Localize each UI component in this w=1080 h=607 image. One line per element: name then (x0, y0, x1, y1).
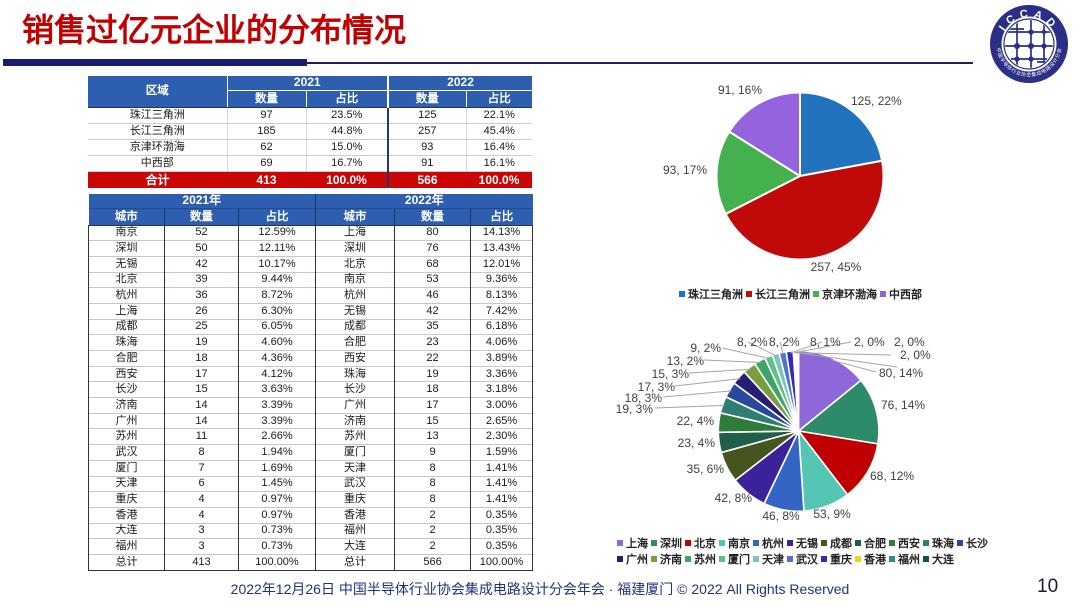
svg-text:8, 1%: 8, 1% (810, 335, 841, 349)
svg-text:80, 14%: 80, 14% (879, 366, 923, 380)
svg-text:8, 2%: 8, 2% (737, 335, 768, 349)
svg-text:17, 3%: 17, 3% (638, 380, 676, 394)
svg-text:8, 2%: 8, 2% (769, 335, 800, 349)
svg-text:13, 2%: 13, 2% (667, 354, 705, 368)
svg-text:18, 3%: 18, 3% (625, 391, 663, 405)
svg-text:2, 0%: 2, 0% (894, 335, 925, 349)
svg-text:19, 3%: 19, 3% (616, 402, 654, 416)
svg-text:53, 9%: 53, 9% (813, 507, 851, 521)
svg-text:93, 17%: 93, 17% (663, 163, 707, 177)
svg-text:15, 3%: 15, 3% (652, 367, 690, 381)
svg-text:257, 45%: 257, 45% (811, 260, 862, 274)
svg-text:22, 4%: 22, 4% (677, 414, 715, 428)
svg-text:2, 0%: 2, 0% (900, 348, 931, 362)
svg-text:91, 16%: 91, 16% (718, 83, 762, 97)
svg-text:9, 2%: 9, 2% (690, 341, 721, 355)
svg-text:2, 0%: 2, 0% (854, 335, 885, 349)
svg-text:23, 4%: 23, 4% (678, 436, 716, 450)
svg-text:35, 6%: 35, 6% (687, 462, 725, 476)
svg-text:42, 8%: 42, 8% (715, 491, 753, 505)
svg-text:46, 8%: 46, 8% (762, 509, 800, 523)
svg-text:68, 12%: 68, 12% (870, 469, 914, 483)
svg-text:125, 22%: 125, 22% (851, 94, 902, 108)
svg-text:76, 14%: 76, 14% (881, 398, 925, 412)
